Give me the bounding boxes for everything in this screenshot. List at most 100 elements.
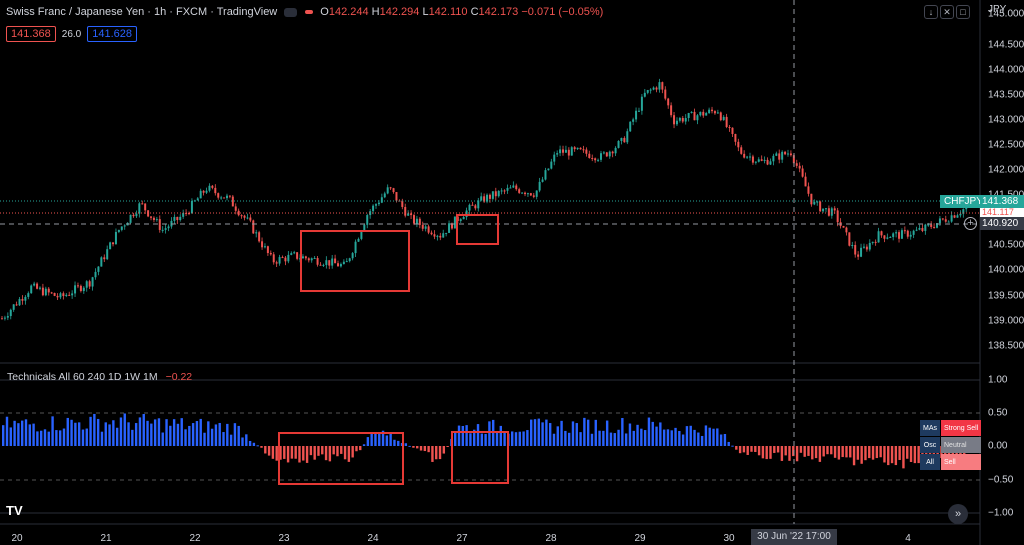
- candle-body: [857, 254, 860, 257]
- histogram-bar: [36, 431, 39, 446]
- histogram-bar: [875, 446, 879, 459]
- candle-body: [556, 153, 559, 155]
- histogram-bar: [340, 446, 343, 454]
- histogram-bar: [613, 433, 616, 446]
- candle-body: [915, 229, 918, 231]
- candle-body: [377, 202, 380, 205]
- candle-body: [792, 155, 795, 164]
- sell-button[interactable]: 141.368: [6, 26, 56, 42]
- candle-body: [854, 245, 857, 255]
- candle-body: [360, 231, 363, 239]
- currency-label[interactable]: JPY: [988, 4, 1007, 15]
- candle-body: [372, 205, 375, 212]
- histogram-bar: [305, 446, 309, 463]
- candle-body: [778, 153, 781, 160]
- candle-body: [231, 196, 234, 207]
- candle-body: [599, 153, 602, 160]
- histogram-bar: [567, 432, 571, 446]
- histogram-bar: [936, 446, 939, 461]
- candle-body: [208, 185, 211, 191]
- time-label: 4: [905, 533, 911, 544]
- scroll-to-realtime-icon[interactable]: »: [948, 504, 968, 524]
- candle-body: [94, 271, 97, 278]
- histogram-bar: [902, 446, 905, 469]
- histogram-bar: [822, 446, 825, 457]
- histogram-bar: [727, 441, 730, 446]
- candle-body: [784, 151, 787, 155]
- candle-body: [661, 82, 664, 90]
- candle-body: [579, 147, 582, 150]
- histogram-bar: [719, 434, 723, 446]
- price-label: 142.500: [988, 139, 1024, 151]
- histogram-bar: [879, 446, 882, 458]
- candle-body: [369, 211, 372, 216]
- histogram-bar: [864, 446, 867, 461]
- candle-body: [822, 208, 825, 212]
- histogram-bar: [176, 423, 180, 446]
- candle-body: [652, 87, 655, 90]
- histogram-bar: [689, 425, 692, 446]
- candle-body: [819, 201, 822, 212]
- candle-body: [953, 215, 956, 218]
- candle-body: [252, 220, 255, 234]
- histogram-bar: [632, 430, 635, 446]
- move-down-icon[interactable]: ↓: [924, 5, 938, 19]
- indicator-legend[interactable]: Technicals All 60 240 1D 1W 1M −0.22: [7, 371, 192, 383]
- candle-body: [892, 233, 895, 237]
- candle-body: [316, 258, 319, 265]
- histogram-bar: [74, 422, 77, 446]
- candle-body: [342, 261, 345, 265]
- time-label: 30: [723, 533, 735, 544]
- bid-ask-widget: 141.368 26.0 141.628: [6, 26, 137, 42]
- histogram-bar: [586, 419, 590, 446]
- candle-body: [167, 226, 170, 229]
- candle-body: [120, 226, 123, 230]
- candle-body: [591, 157, 594, 159]
- histogram-bar: [153, 419, 157, 446]
- candle-body: [65, 294, 68, 297]
- candle-body: [223, 197, 226, 199]
- histogram-bar: [207, 421, 210, 446]
- histogram-bar: [180, 418, 183, 446]
- visibility-eye-icon[interactable]: [284, 7, 298, 17]
- candle-body: [465, 210, 468, 218]
- candle-body: [76, 285, 79, 287]
- candle-body: [44, 288, 47, 296]
- histogram-bar: [526, 430, 529, 446]
- candle-body: [924, 224, 927, 231]
- candle-body: [407, 213, 410, 216]
- candle-body: [567, 149, 570, 156]
- histogram-bar: [43, 429, 47, 446]
- time-label: 22: [189, 533, 201, 544]
- candle-body: [749, 156, 752, 158]
- histogram-bar: [841, 446, 844, 458]
- candle-body: [643, 92, 646, 97]
- candle-body: [830, 208, 833, 216]
- histogram-bar: [628, 423, 632, 446]
- candle-body: [798, 165, 801, 169]
- add-alert-icon[interactable]: +: [964, 217, 977, 230]
- histogram-bar: [571, 421, 575, 446]
- candle-body: [272, 254, 275, 263]
- ta-key-osc: Osc: [920, 437, 940, 453]
- candle-body: [337, 263, 340, 267]
- histogram-bar: [655, 426, 658, 446]
- buy-button[interactable]: 141.628: [87, 26, 137, 42]
- histogram-bar: [237, 425, 240, 446]
- candle-body: [500, 190, 503, 192]
- histogram-bar: [750, 446, 753, 452]
- histogram-bar: [104, 422, 107, 446]
- crosshair-time-tag: 30 Jun '22 17:00: [751, 529, 837, 545]
- candle-body: [345, 261, 348, 263]
- candle-body: [550, 161, 553, 169]
- settings-icon[interactable]: [305, 10, 314, 14]
- collapse-icon[interactable]: ✕: [940, 5, 954, 19]
- candle-body: [486, 194, 489, 202]
- tradingview-logo-icon[interactable]: TV: [6, 503, 23, 518]
- maximize-icon[interactable]: □: [956, 5, 970, 19]
- symbol-title[interactable]: Swiss Franc / Japanese Yen · 1h · FXCM ·…: [6, 6, 278, 18]
- candle-body: [576, 147, 579, 150]
- histogram-bar: [96, 418, 100, 446]
- histogram-bar: [556, 426, 559, 446]
